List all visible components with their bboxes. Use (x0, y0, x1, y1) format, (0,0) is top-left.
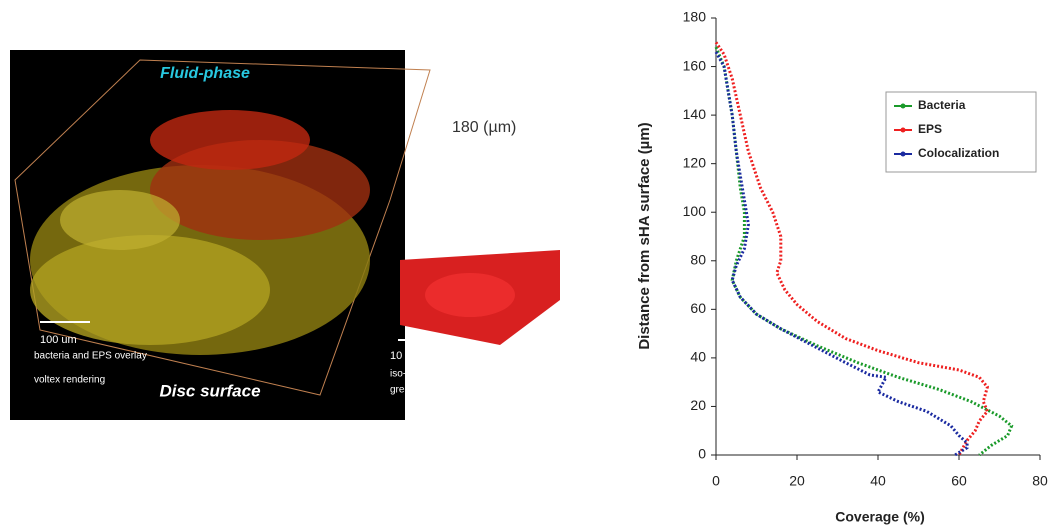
x-tick-label: 20 (789, 473, 805, 489)
render-decoration (14, 59, 560, 396)
caption: voltex rendering (34, 375, 105, 386)
x-tick-label: 40 (870, 473, 886, 489)
caption: bacteria and EPS overlay (34, 351, 147, 362)
fluid-label: Fluid-phase (160, 65, 250, 82)
y-tick-label: 100 (683, 203, 707, 219)
y-tick-label: 180 (683, 9, 707, 25)
legend-marker (900, 103, 906, 109)
y-tick-label: 40 (690, 349, 706, 365)
caption: iso-surface rendering- shadow area (390, 369, 548, 380)
legend-label: Colocalization (918, 146, 999, 160)
y-tick-label: 60 (690, 300, 706, 316)
y-tick-label: 160 (683, 57, 707, 73)
y-axis-label: Distance from sHA surface (µm) (636, 122, 653, 349)
y-tick-label: 140 (683, 106, 707, 122)
scale-bar-label: 10 um (390, 350, 421, 362)
x-tick-label: 60 (951, 473, 967, 489)
scale-bar-label: 100 um (40, 334, 77, 346)
zero-label: 0 (446, 174, 455, 191)
disc-label: Disc surface (159, 381, 260, 400)
legend-marker (900, 127, 906, 133)
y-tick-label: 120 (683, 154, 707, 170)
legend-marker (900, 151, 906, 157)
x-tick-label: 0 (712, 473, 720, 489)
x-tick-label: 80 (1032, 473, 1048, 489)
legend-label: Bacteria (918, 98, 966, 112)
x-axis-label: Coverage (%) (835, 509, 924, 525)
y-tick-label: 20 (690, 397, 706, 413)
caption: green-bacteria red-EPS (390, 385, 495, 396)
legend-label: EPS (918, 122, 942, 136)
y-tick-label: 0 (698, 446, 706, 462)
series-line (714, 41, 990, 456)
height-label: 180 (µm) (452, 119, 516, 136)
y-tick-label: 80 (690, 251, 706, 267)
